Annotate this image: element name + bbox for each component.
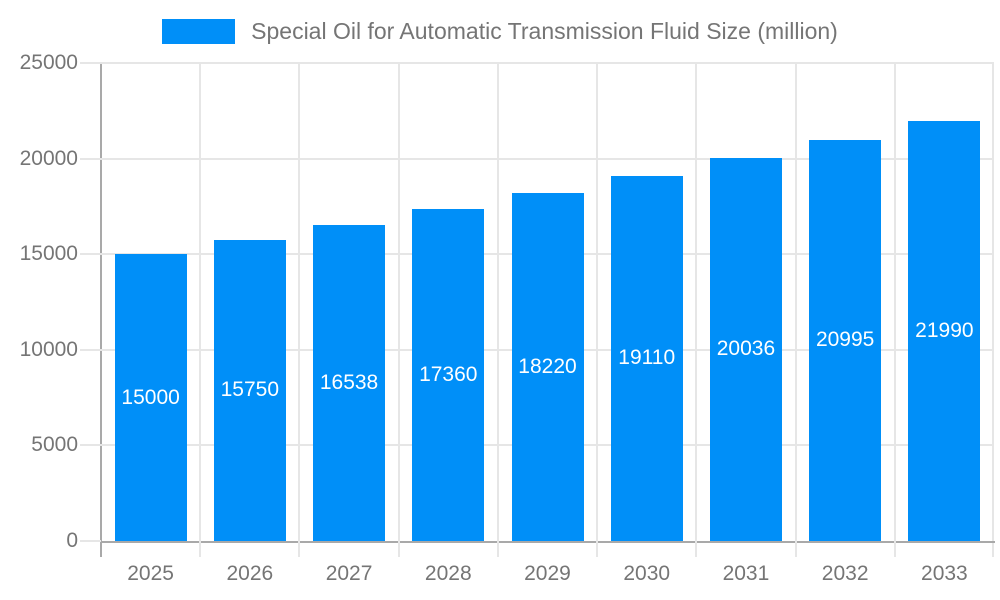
bar-value-label: 16538 [319,370,379,394]
bar-value-label: 20036 [716,337,776,361]
x-axis-label: 2031 [722,562,770,585]
bar-value-label: 20995 [815,328,875,352]
x-axis-label: 2027 [325,562,373,585]
x-axis-label: 2025 [127,562,174,585]
h-gridline [101,62,994,64]
y-tick [80,157,101,160]
v-gridline [893,63,896,541]
bar: 15000 [114,254,187,541]
x-tick [596,541,599,557]
bar-value-label: 19110 [618,346,676,370]
x-tick [199,541,202,557]
bar: 19110 [610,175,683,541]
x-axis-label: 2033 [921,562,968,585]
bar-value-label: 15750 [220,378,280,402]
bar-value-label: 18220 [518,354,577,378]
v-gridline [298,63,301,541]
bar: 17360 [412,209,485,541]
y-axis-line [100,63,102,557]
plot-right-border [992,63,994,557]
y-axis-label: 25000 [19,51,78,74]
bar-value-label: 15000 [121,385,180,409]
x-axis-label: 2029 [524,562,571,585]
x-tick [397,541,400,557]
h-gridline [101,157,994,160]
bar: 20036 [709,157,782,541]
bar: 21990 [908,120,981,541]
legend: Special Oil for Automatic Transmission F… [0,18,1000,45]
y-tick [80,348,101,351]
y-tick [80,253,101,256]
v-gridline [496,63,499,541]
y-axis-label: 15000 [19,242,78,266]
legend-series-label: Special Oil for Automatic Transmission F… [251,18,838,44]
v-gridline [794,63,797,541]
bar: 15750 [213,239,286,541]
bar: 20995 [809,139,882,541]
y-axis-label: 0 [66,529,78,552]
x-tick [794,541,797,557]
x-tick [695,541,698,557]
x-tick [893,541,896,557]
legend-marker-swatch [162,19,236,44]
x-axis-line [100,541,995,543]
x-tick [496,541,499,557]
y-axis-label: 20000 [19,146,78,170]
x-axis-label: 2032 [821,562,869,585]
bar-value-label: 21990 [915,318,974,342]
v-gridline [596,63,599,541]
bar-value-label: 17360 [419,363,478,387]
v-gridline [199,63,202,541]
bar: 16538 [313,224,386,541]
y-axis-label: 5000 [31,433,78,457]
v-gridline [695,63,698,541]
x-axis-label: 2028 [424,562,472,585]
y-tick [80,540,101,542]
x-tick [298,541,301,557]
x-axis-label: 2030 [623,562,671,585]
y-axis-label: 10000 [19,337,78,361]
v-gridline [397,63,400,541]
bar: 18220 [511,192,584,541]
plot-area: 0 5000 10000 15000 20000 25000 15000 2025 15750 2… [20,51,995,585]
legend-item[interactable]: Special Oil for Automatic Transmission F… [162,18,838,45]
y-tick [80,62,101,64]
y-tick [80,444,101,447]
x-axis-label: 2026 [226,562,274,585]
